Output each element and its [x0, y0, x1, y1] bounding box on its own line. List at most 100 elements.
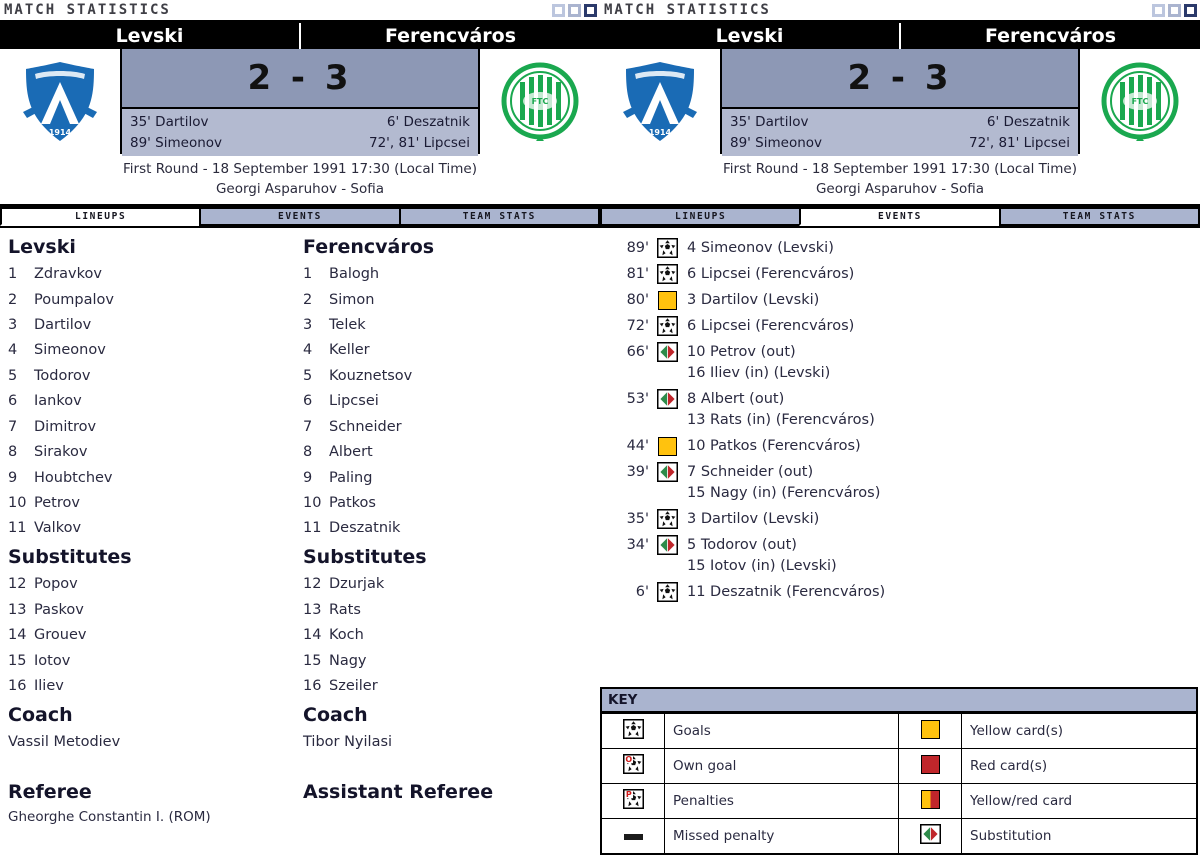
- player-name: Dzurjak: [329, 576, 385, 593]
- home-subs-list: 12 Popov 13 Paskov 14 Grouev 15 Iotov 16 Iliev: [8, 572, 303, 699]
- key-table-body: Goals Yellow card(s) O Own goal Red card(s) P…: [602, 713, 1196, 853]
- player-row[interactable]: 3 Dartilov: [8, 313, 303, 338]
- player-row[interactable]: 7 Dimitrov: [8, 415, 303, 440]
- player-row[interactable]: 1 Zdravkov: [8, 262, 303, 287]
- player-name: Telek: [329, 317, 366, 334]
- svg-text:P: P: [625, 790, 631, 799]
- player-row[interactable]: 12 Popov: [8, 572, 303, 597]
- panel-right: MATCH STATISTICS Levski Ferencváros 1914: [600, 0, 1200, 857]
- player-row[interactable]: 8 Sirakov: [8, 440, 303, 465]
- home-coach-name: Vassil Metodiev: [8, 734, 121, 751]
- minimize-button[interactable]: [552, 3, 565, 17]
- away-coach-heading: Coach: [303, 703, 368, 726]
- player-row[interactable]: 12 Dzurjak: [303, 572, 598, 597]
- player-number: 11: [8, 520, 27, 537]
- goal-icon: [622, 719, 644, 739]
- player-row[interactable]: 6 Iankov: [8, 389, 303, 414]
- player-number: 14: [8, 627, 27, 644]
- referee-heading: Referee: [8, 781, 92, 804]
- player-number: 4: [8, 342, 18, 359]
- close-button[interactable]: [584, 3, 597, 17]
- home-scorer-2-2: 89' Simeonov: [730, 134, 823, 151]
- player-name: Paling: [329, 469, 373, 486]
- home-scorers: 35' Dartilov 89' Simeonov: [130, 112, 300, 154]
- player-number: 10: [303, 494, 322, 511]
- player-row[interactable]: 3 Telek: [303, 313, 598, 338]
- panel-left: MATCH STATISTICS Levski Ferencváros 1914: [0, 0, 600, 827]
- player-row[interactable]: 2 Simon: [303, 288, 598, 313]
- yellow-red-card-icon: [920, 789, 940, 809]
- event-row: 53' 8 Albert (out) 13 Rats (in) (Ferencvár…: [600, 389, 1200, 431]
- player-row[interactable]: 5 Todorov: [8, 364, 303, 389]
- tab-team-stats-2[interactable]: TEAM STATS: [998, 206, 1200, 226]
- player-row[interactable]: 4 Simeonov: [8, 338, 303, 363]
- player-number: 9: [303, 469, 313, 486]
- tab-team-stats[interactable]: TEAM STATS: [398, 206, 600, 226]
- player-row[interactable]: 9 Paling: [303, 466, 598, 491]
- tab-events-2[interactable]: EVENTS: [799, 206, 1001, 226]
- lineup-column-away: Ferencváros 1 Balogh 2 Simon 3 Telek 4 Keller 5 K…: [303, 236, 598, 827]
- event-description: 10 Petrov (out) 16 Iliev (in) (Levski): [679, 342, 830, 384]
- event-minute: 81': [626, 265, 649, 282]
- player-name: Zdravkov: [34, 266, 102, 283]
- player-row[interactable]: 13 Rats: [303, 598, 598, 623]
- event-icon-cell: [655, 462, 679, 483]
- player-row[interactable]: 16 Szeiler: [303, 674, 598, 699]
- player-row[interactable]: 4 Keller: [303, 338, 598, 363]
- key-label: Yellow card(s): [961, 713, 1196, 749]
- player-row[interactable]: 10 Patkos: [303, 491, 598, 516]
- player-row[interactable]: 13 Paskov: [8, 598, 303, 623]
- player-row[interactable]: 15 Nagy: [303, 649, 598, 674]
- window-title: MATCH STATISTICS: [4, 2, 171, 18]
- event-description: 7 Schneider (out) 15 Nagy (in) (Ferencvár…: [679, 462, 880, 504]
- player-row[interactable]: 9 Houbtchev: [8, 466, 303, 491]
- player-number: 9: [8, 469, 18, 486]
- player-row[interactable]: 8 Albert: [303, 440, 598, 465]
- away-scorer-2: 72', 81' Lipcsei: [368, 134, 470, 151]
- player-name: Grouev: [34, 627, 87, 644]
- player-number: 3: [8, 317, 18, 334]
- player-number: 8: [8, 444, 18, 461]
- player-name: Lipcsei: [329, 393, 379, 410]
- player-row[interactable]: 14 Koch: [303, 623, 598, 648]
- tab-events[interactable]: EVENTS: [199, 206, 401, 226]
- player-number: 4: [303, 342, 313, 359]
- player-row[interactable]: 16 Iliev: [8, 674, 303, 699]
- player-number: 2: [8, 291, 18, 308]
- player-row[interactable]: 2 Poumpalov: [8, 288, 303, 313]
- player-number: 12: [8, 576, 27, 593]
- home-coach-heading: Coach: [8, 703, 73, 726]
- player-row[interactable]: 11 Valkov: [8, 516, 303, 541]
- player-row[interactable]: 14 Grouev: [8, 623, 303, 648]
- yellow-card-icon: [920, 719, 940, 739]
- player-row[interactable]: 1 Balogh: [303, 262, 598, 287]
- key-icon-cell: [898, 783, 962, 819]
- title-bar-divider: [0, 20, 600, 23]
- player-name: Petrov: [34, 494, 80, 511]
- key-icon-cell: [602, 713, 665, 749]
- minimize-button-2[interactable]: [1152, 3, 1165, 17]
- player-row[interactable]: 7 Schneider: [303, 415, 598, 440]
- tab-lineups[interactable]: LINEUPS: [0, 206, 202, 226]
- player-number: 1: [8, 266, 18, 283]
- player-row[interactable]: 10 Petrov: [8, 491, 303, 516]
- close-button-2[interactable]: [1184, 3, 1197, 17]
- away-crest-2: FTC: [1080, 49, 1200, 154]
- player-row[interactable]: 5 Kouznetsov: [303, 364, 598, 389]
- player-number: 13: [8, 601, 27, 618]
- maximize-button-2[interactable]: [1168, 3, 1181, 17]
- player-row[interactable]: 11 Deszatnik: [303, 516, 598, 541]
- away-scorer-1: 6' Deszatnik: [386, 114, 470, 130]
- player-number: 1: [303, 266, 313, 283]
- match-meta-left: First Round - 18 September 1991 17:30 (L…: [0, 154, 600, 207]
- away-subs-list: 12 Dzurjak 13 Rats 14 Koch 15 Nagy 16 Szeiler: [303, 572, 598, 699]
- event-row: 6' 11 Deszatnik (Ferencváros): [600, 582, 1200, 603]
- maximize-button[interactable]: [568, 3, 581, 17]
- player-number: 6: [303, 393, 313, 410]
- player-row[interactable]: 6 Lipcsei: [303, 389, 598, 414]
- tab-lineups-2[interactable]: LINEUPS: [600, 206, 802, 226]
- player-row[interactable]: 15 Iotov: [8, 649, 303, 674]
- key-icon-cell: [898, 748, 962, 784]
- player-name: Rats: [329, 601, 361, 618]
